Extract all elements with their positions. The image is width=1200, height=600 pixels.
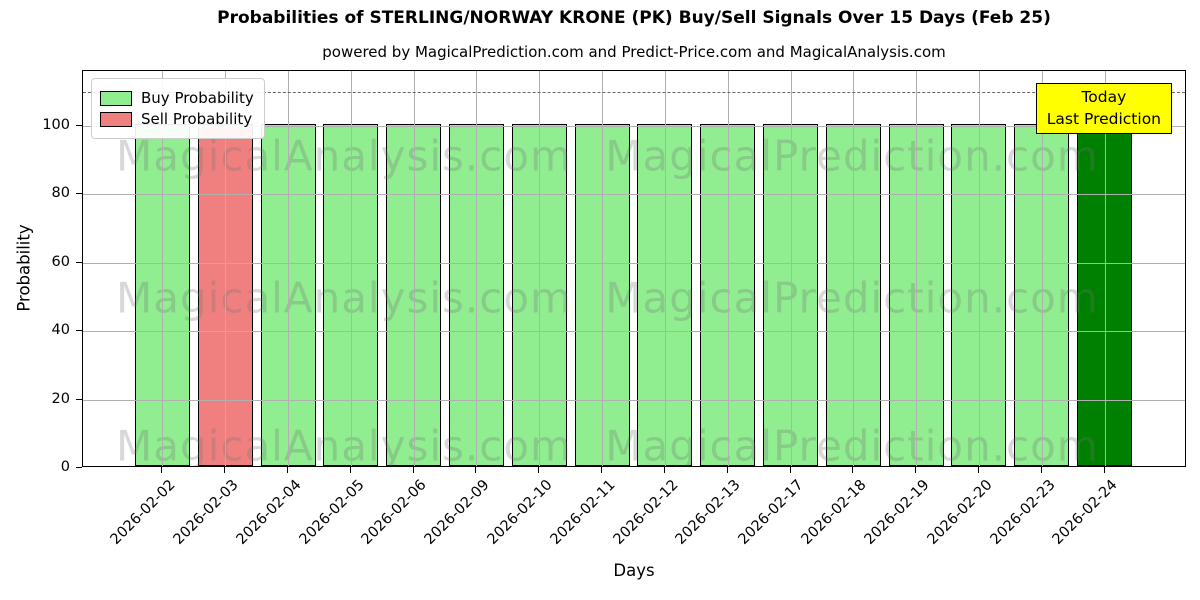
x-tick-label: 2026-02-05 (296, 477, 368, 548)
y-tick-label: 20 (51, 390, 70, 407)
bar-2026-02-10 (511, 123, 567, 466)
y-tick-mark (76, 330, 82, 332)
x-tick-label: 2026-02-24 (1049, 477, 1121, 548)
x-tick-label: 2026-02-18 (798, 477, 870, 548)
watermark-text: MagicalPrediction.com (605, 421, 1099, 467)
bar-2026-02-09 (448, 123, 504, 466)
legend: Buy Probability Sell Probability (91, 78, 265, 139)
x-tick-label: 2026-02-17 (735, 477, 807, 548)
y-tick-label: 0 (60, 459, 70, 475)
bar-2026-02-04 (260, 123, 316, 466)
gridline-vertical (664, 71, 666, 466)
x-tick-mark (601, 467, 603, 473)
y-tick-mark (76, 124, 82, 126)
x-tick-label: 2026-02-10 (484, 477, 556, 548)
x-tick-label: 2026-02-09 (421, 477, 493, 548)
y-tick-mark (76, 467, 82, 468)
legend-label-buy: Buy Probability (141, 89, 254, 107)
gridline-horizontal (83, 399, 1185, 401)
x-axis-label: Days (613, 561, 655, 580)
x-tick-mark (1103, 467, 1105, 473)
x-tick-mark (538, 467, 540, 473)
chart-subtitle: powered by MagicalPrediction.com and Pre… (322, 43, 946, 61)
x-tick-mark (977, 467, 979, 473)
x-tick-mark (852, 467, 854, 473)
y-tick-label: 60 (51, 253, 70, 270)
y-axis: 0 20 40 60 80 100 (0, 70, 82, 475)
bar-2026-02-20 (951, 123, 1007, 466)
x-tick-label: 2026-02-02 (107, 477, 179, 548)
x-tick-label: 2026-02-23 (987, 477, 1059, 548)
watermark-text: MagicalPrediction.com (605, 131, 1099, 181)
watermark-text: MagicalAnalysis.com (116, 273, 572, 323)
chart-title: Probabilities of STERLING/NORWAY KRONE (… (217, 8, 1051, 28)
today-annotation-line1: Today (1081, 88, 1127, 106)
legend-label-sell: Sell Probability (141, 110, 253, 128)
y-tick-mark (76, 261, 82, 263)
y-axis-label: Probability (14, 224, 34, 312)
x-tick-mark (349, 467, 351, 473)
gridline-vertical (853, 71, 855, 466)
gridline-vertical (978, 71, 980, 466)
gridline-vertical (350, 71, 352, 466)
x-tick-mark (224, 467, 226, 473)
x-tick-label: 2026-02-11 (547, 477, 619, 548)
bar-2026-02-02 (134, 123, 190, 466)
today-annotation-line2: Last Prediction (1046, 109, 1161, 128)
bar-2026-02-13 (700, 123, 756, 466)
x-tick-label: 2026-02-19 (861, 477, 933, 548)
gridline-vertical (727, 71, 729, 466)
gridline-vertical (288, 71, 290, 466)
x-tick-mark (287, 467, 289, 473)
y-tick-label: 40 (51, 322, 70, 339)
bar-2026-02-06 (386, 123, 442, 466)
today-annotation: Today Last Prediction (1035, 83, 1172, 135)
bar-2026-02-19 (888, 123, 944, 466)
gridline-horizontal (83, 331, 1185, 333)
y-tick-label: 100 (42, 116, 70, 133)
watermark-text: MagicalPrediction.com (605, 273, 1099, 323)
bar-2026-02-12 (637, 123, 693, 466)
plot-area: MagicalAnalysis.com MagicalPrediction.com… (82, 70, 1186, 467)
watermark-text: MagicalAnalysis.com (116, 421, 572, 467)
bar-2026-02-03 (197, 123, 253, 466)
x-axis: 2026-02-02 2026-02-03 2026-02-04 2026-02-05… (82, 467, 1186, 597)
x-tick-label: 2026-02-12 (610, 477, 682, 548)
gridline-vertical (539, 71, 541, 466)
x-tick-mark (161, 467, 163, 473)
bar-2026-02-18 (825, 123, 881, 466)
bar-2026-02-23 (1014, 123, 1070, 466)
bar-2026-02-05 (323, 123, 379, 466)
gridline-vertical (602, 71, 604, 466)
x-tick-label: 2026-02-20 (924, 477, 996, 548)
x-tick-label: 2026-02-13 (673, 477, 745, 548)
bar-2026-02-11 (574, 123, 630, 466)
x-tick-mark (726, 467, 728, 473)
x-tick-mark (915, 467, 917, 473)
y-tick-mark (76, 398, 82, 400)
gridline-vertical (916, 71, 918, 466)
gridline-horizontal (83, 262, 1185, 264)
x-tick-mark (789, 467, 791, 473)
legend-item-buy: Buy Probability (100, 89, 254, 107)
gridline-vertical (476, 71, 478, 466)
legend-item-sell: Sell Probability (100, 110, 254, 128)
x-tick-label: 2026-02-03 (170, 477, 242, 548)
gridline-horizontal (83, 194, 1185, 196)
y-tick-label: 80 (51, 185, 70, 202)
x-tick-label: 2026-02-06 (359, 477, 430, 548)
x-tick-label: 2026-02-04 (233, 477, 305, 548)
x-tick-mark (1040, 467, 1042, 473)
y-tick-mark (76, 193, 82, 195)
bar-2026-02-17 (763, 123, 819, 466)
x-tick-mark (412, 467, 414, 473)
sell-swatch-icon (100, 111, 132, 127)
buy-swatch-icon (100, 90, 132, 106)
x-tick-mark (475, 467, 477, 473)
gridline-vertical (790, 71, 792, 466)
bar-2026-02-24 (1077, 123, 1133, 466)
gridline-vertical (413, 71, 415, 466)
x-tick-mark (663, 467, 665, 473)
